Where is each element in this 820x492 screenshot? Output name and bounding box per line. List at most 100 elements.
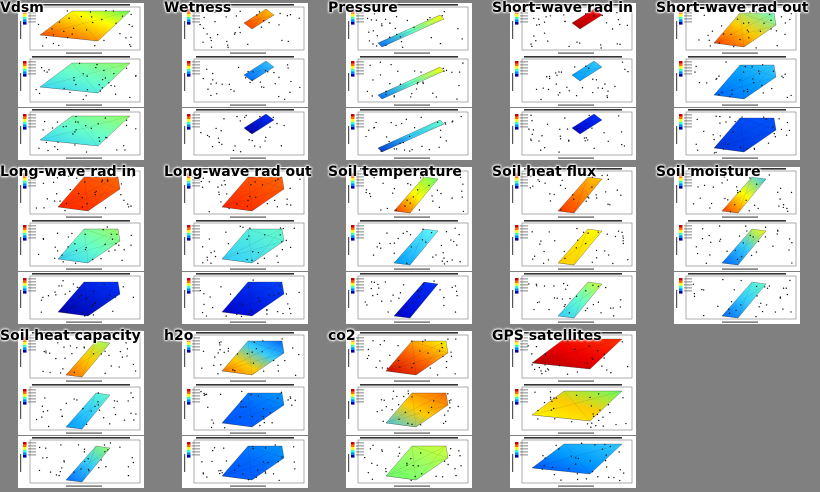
triangulation-mesh <box>713 64 777 100</box>
panel-header-line <box>196 220 294 222</box>
interpolated-field <box>57 176 121 212</box>
station-dots <box>364 444 462 482</box>
contour-map <box>512 56 633 106</box>
plot-tile-wetness: Wetness <box>164 0 326 162</box>
triangulation-mesh <box>393 228 439 266</box>
panel-header-line <box>196 437 294 439</box>
map-panel <box>182 108 308 160</box>
map-panel <box>18 383 144 435</box>
interpolated-field <box>39 62 131 94</box>
panel-header-line <box>32 4 130 6</box>
station-dots <box>37 9 133 48</box>
map-panel <box>510 436 636 488</box>
tile-title: Pressure <box>328 0 398 16</box>
map-panel <box>674 167 800 219</box>
interpolated-field <box>385 340 449 376</box>
station-dots <box>201 338 300 377</box>
interpolated-field <box>393 176 439 214</box>
x-axis-caption <box>394 104 430 106</box>
station-dots <box>365 115 462 152</box>
axes-frame <box>521 170 633 215</box>
contour-map <box>676 168 797 218</box>
axes-frame <box>521 439 633 484</box>
tile-title: Short-wave rad in <box>492 0 633 16</box>
axes-frame <box>29 58 141 103</box>
colorbar-legend <box>351 9 364 25</box>
y-axis-caption <box>512 349 514 367</box>
map-panel <box>346 167 472 219</box>
interpolated-field <box>385 392 449 428</box>
axes-frame <box>193 170 305 215</box>
x-axis-caption <box>66 157 102 159</box>
triangulation-mesh <box>571 8 603 30</box>
panel-header-line <box>196 273 294 275</box>
station-dots <box>366 61 464 100</box>
y-axis-caption <box>512 290 514 308</box>
tile-title: Wetness <box>164 0 232 16</box>
x-axis-caption <box>66 104 102 106</box>
contour-map <box>20 384 141 434</box>
triangulation-mesh <box>385 392 449 428</box>
station-dots <box>531 227 629 265</box>
triangulation-mesh <box>65 340 111 378</box>
triangulation-mesh <box>557 281 603 319</box>
x-axis-caption <box>394 485 430 487</box>
tile-title: Short-wave rad out <box>656 0 809 16</box>
interpolated-field <box>713 117 777 153</box>
axes-frame <box>29 6 141 51</box>
x-axis-caption <box>394 380 430 382</box>
triangulation-mesh <box>721 281 767 319</box>
station-dots <box>534 391 627 428</box>
axes-frame <box>685 222 797 267</box>
axes-frame <box>357 275 469 320</box>
map-panel <box>674 3 800 55</box>
x-axis-caption <box>230 432 266 434</box>
station-dots <box>530 10 629 49</box>
x-axis-caption <box>394 268 430 270</box>
x-axis-caption <box>230 485 266 487</box>
station-dots <box>528 114 626 153</box>
y-axis-caption <box>512 185 514 203</box>
station-dots <box>201 444 296 482</box>
station-dots <box>529 173 622 211</box>
contour-map <box>348 437 469 487</box>
triangulation-mesh <box>721 228 767 266</box>
contour-map <box>512 4 633 54</box>
colorbar-legend <box>679 173 692 189</box>
map-panel <box>182 436 308 488</box>
station-dots <box>698 10 793 49</box>
plot-tile-co2: co2 <box>328 328 490 490</box>
station-dots <box>200 174 301 213</box>
triangulation-mesh <box>221 228 285 264</box>
axes-frame <box>521 6 633 51</box>
interpolated-field <box>557 281 603 319</box>
y-axis-caption <box>676 290 678 308</box>
axes-frame <box>193 275 305 320</box>
y-axis-caption <box>348 21 350 39</box>
colorbar-legend <box>187 337 200 353</box>
panel-header-line <box>524 273 622 275</box>
axes-frame <box>193 58 305 103</box>
station-dots <box>35 175 134 212</box>
axes-frame <box>521 275 633 320</box>
map-panel <box>346 383 472 435</box>
colorbar-legend <box>515 61 528 77</box>
y-axis-caption <box>348 454 350 472</box>
plot-tile-soil-heat-flux: Soil heat flux <box>492 164 654 326</box>
interpolated-field <box>221 281 285 317</box>
y-axis-caption <box>676 237 678 255</box>
station-dots <box>35 62 137 101</box>
station-dots <box>528 282 622 317</box>
triangulation-mesh <box>713 117 777 153</box>
colorbar-legend <box>23 114 36 130</box>
x-axis-caption <box>722 52 758 54</box>
contour-map <box>20 4 141 54</box>
axes-frame <box>193 222 305 267</box>
map-panel <box>346 55 472 107</box>
map-panel <box>346 436 472 488</box>
colorbar-legend <box>679 278 692 294</box>
contour-map <box>184 4 305 54</box>
interpolated-field <box>243 113 275 135</box>
colorbar-legend <box>515 442 528 458</box>
triangulation-mesh <box>531 390 623 422</box>
